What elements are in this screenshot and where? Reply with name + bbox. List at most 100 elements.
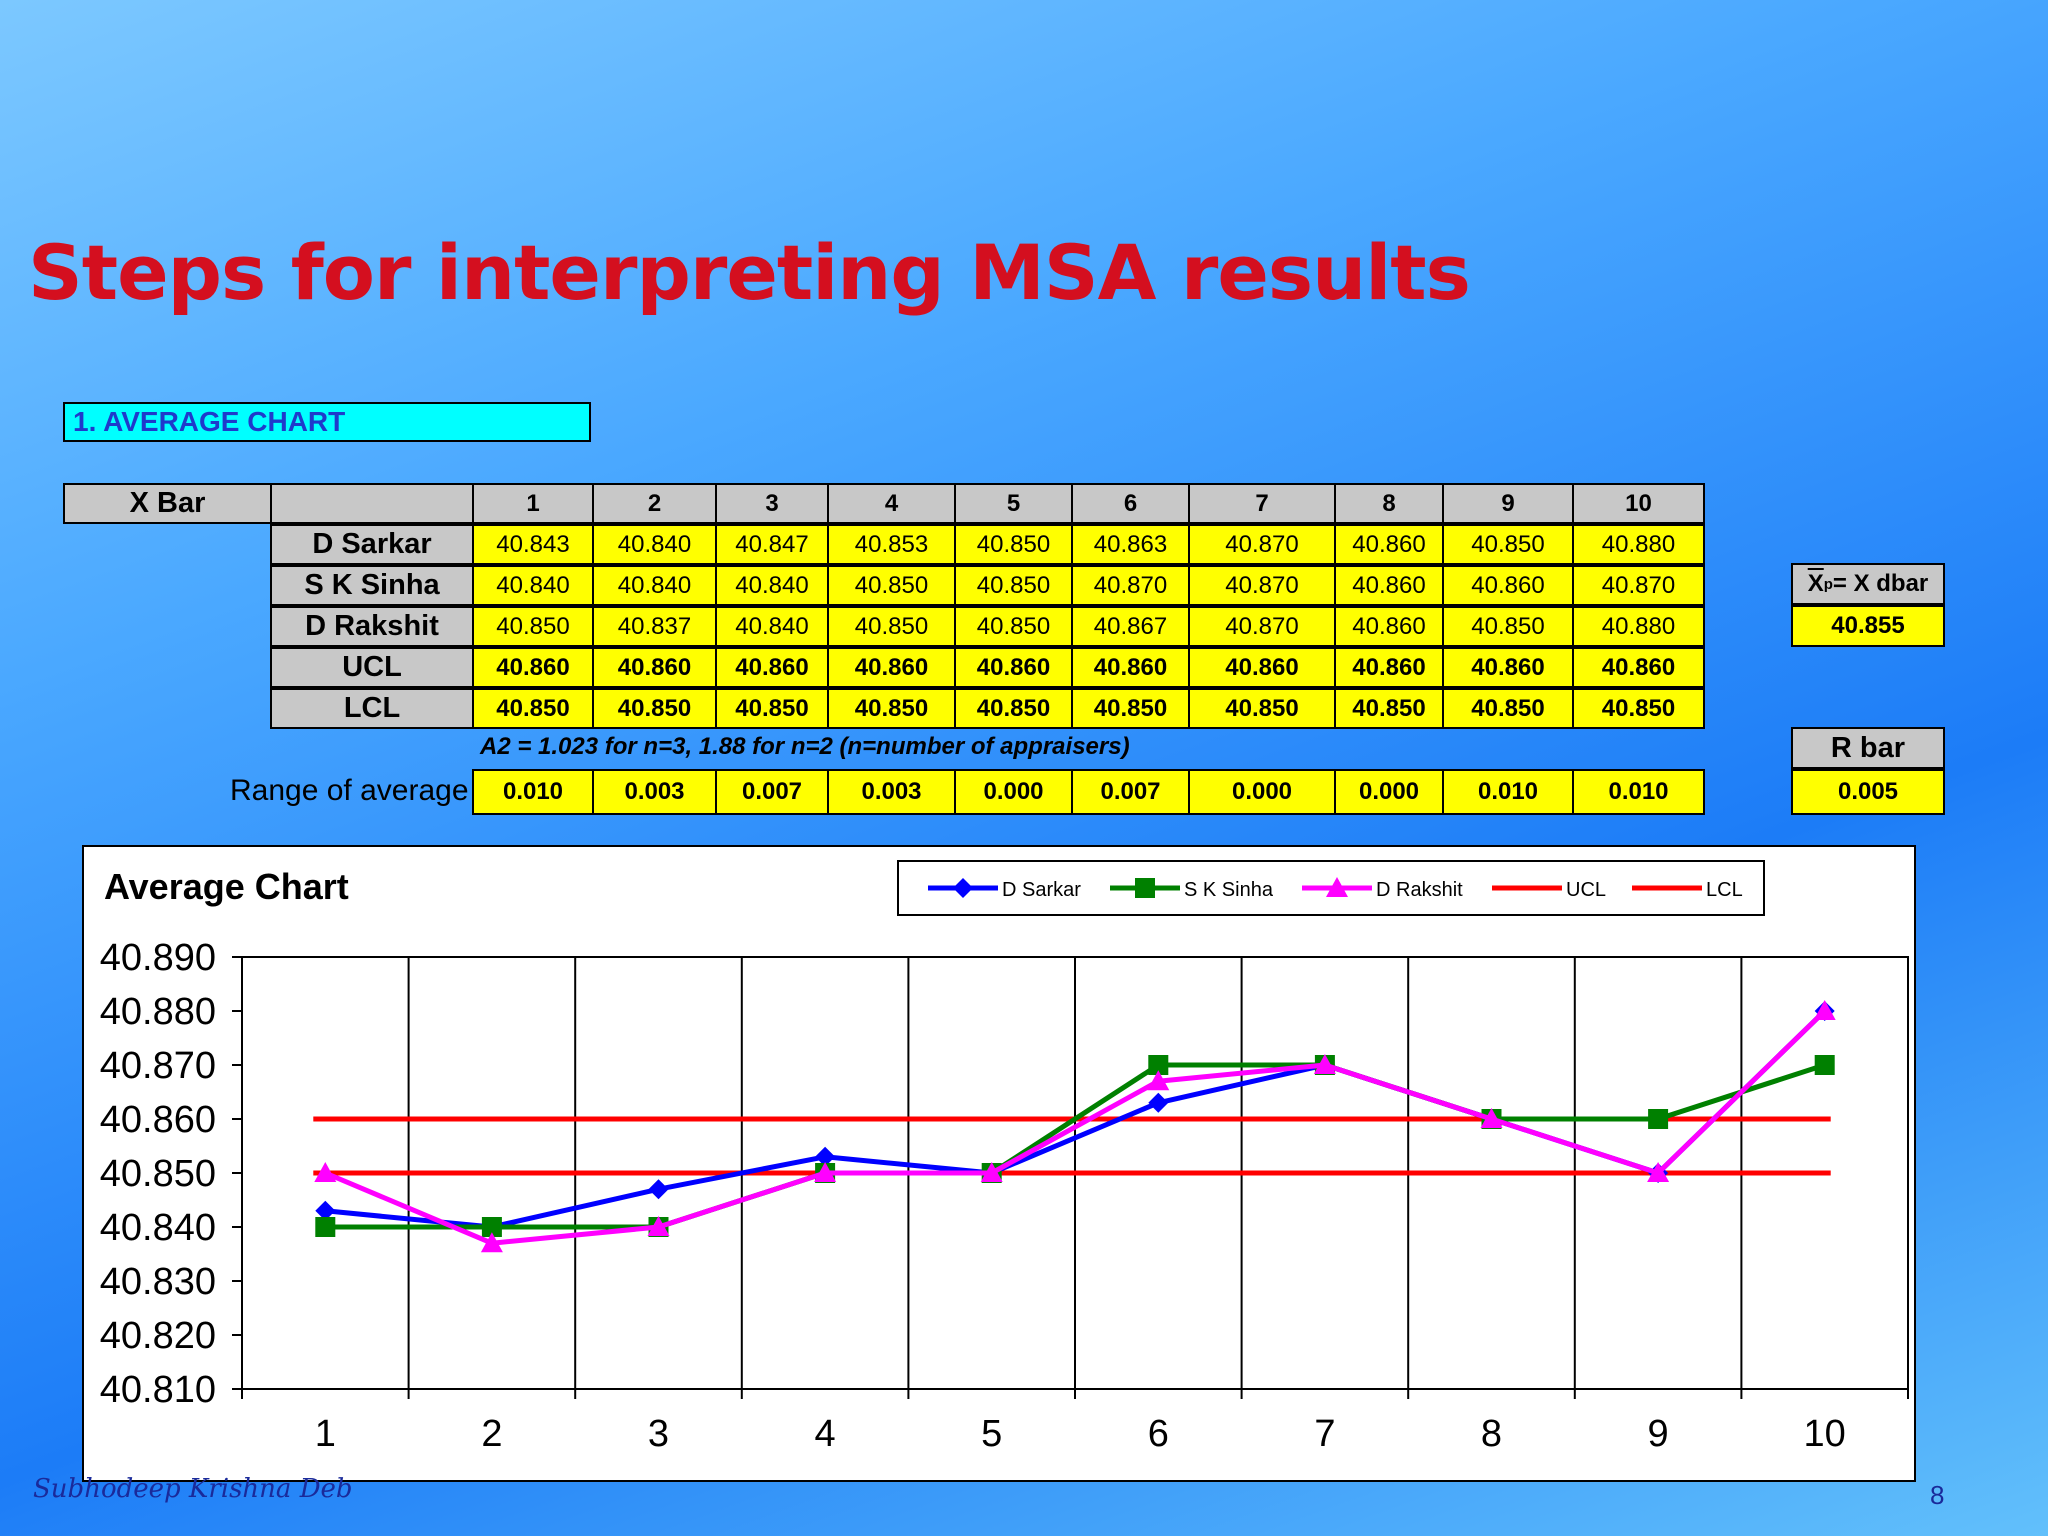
d-rakshit-point bbox=[1480, 1108, 1503, 1128]
header-blank-cell bbox=[270, 483, 474, 524]
d-rakshit-point bbox=[1313, 1054, 1336, 1074]
d-rakshit-point bbox=[647, 1216, 670, 1236]
a2-note: A2 = 1.023 for n=3, 1.88 for n=2 (n=numb… bbox=[480, 733, 1130, 760]
d-sarkar-point bbox=[815, 1146, 836, 1167]
range-cell: 0.000 bbox=[954, 769, 1073, 815]
x-tick-label: 8 bbox=[1481, 1413, 1502, 1455]
d-sarkar-point bbox=[1148, 1092, 1169, 1113]
table-cell: 40.847 bbox=[715, 524, 829, 565]
table-cell: 40.850 bbox=[827, 606, 956, 647]
s-k-sinha-line bbox=[325, 1062, 1826, 1230]
x-tick-label: 1 bbox=[315, 1413, 336, 1455]
table-cell: 40.850 bbox=[472, 606, 594, 647]
range-cell: 0.000 bbox=[1334, 769, 1444, 815]
xdbar-rest: = X dbar bbox=[1832, 570, 1929, 597]
table-cell: 40.850 bbox=[1572, 688, 1705, 729]
s-k-sinha-point bbox=[315, 1217, 336, 1237]
table-cell: 40.860 bbox=[1334, 606, 1444, 647]
d-rakshit-point bbox=[1147, 1070, 1170, 1091]
table-cell: 40.843 bbox=[472, 524, 594, 565]
range-cell: 0.000 bbox=[1188, 769, 1336, 815]
table-cell: 40.860 bbox=[1188, 647, 1336, 688]
table-cell: 40.850 bbox=[954, 565, 1073, 606]
table-cell: 40.860 bbox=[1442, 647, 1574, 688]
d-rakshit-point bbox=[1813, 1000, 1836, 1020]
legend-label: D Rakshit bbox=[1376, 879, 1463, 901]
x-tick-label: 2 bbox=[481, 1413, 502, 1455]
x-tick-label: 10 bbox=[1804, 1413, 1846, 1455]
table-cell: 40.840 bbox=[715, 565, 829, 606]
table-cell: 40.850 bbox=[1442, 688, 1574, 729]
table-cell: 40.850 bbox=[715, 688, 829, 729]
legend-label: LCL bbox=[1706, 879, 1743, 901]
table-cell: 40.850 bbox=[1071, 688, 1190, 729]
table-cell: 40.850 bbox=[827, 565, 956, 606]
d-rakshit-point bbox=[814, 1162, 837, 1182]
row-label: S K Sinha bbox=[270, 565, 474, 606]
rbar-label: R bar bbox=[1791, 727, 1945, 769]
chart-title: Average Chart bbox=[104, 866, 349, 907]
s-k-sinha-point bbox=[1814, 1055, 1835, 1075]
xdbar-value: 40.855 bbox=[1791, 605, 1945, 647]
table-cell: 40.860 bbox=[592, 647, 717, 688]
table-cell: 40.837 bbox=[592, 606, 717, 647]
y-tick-label: 40.850 bbox=[100, 1153, 216, 1195]
table-cell: 40.860 bbox=[715, 647, 829, 688]
table-cell: 40.860 bbox=[954, 647, 1073, 688]
column-header: 7 bbox=[1188, 483, 1336, 524]
range-cell: 0.003 bbox=[827, 769, 956, 815]
x-tick-label: 5 bbox=[981, 1413, 1002, 1455]
range-cell: 0.007 bbox=[715, 769, 829, 815]
table-cell: 40.850 bbox=[954, 688, 1073, 729]
d-sarkar-point bbox=[315, 1200, 336, 1221]
legend-marker bbox=[1326, 877, 1348, 897]
column-header: 6 bbox=[1071, 483, 1190, 524]
table-cell: 40.863 bbox=[1071, 524, 1190, 565]
x-tick-label: 7 bbox=[1314, 1413, 1335, 1455]
rbar-value: 0.005 bbox=[1791, 769, 1945, 815]
d-rakshit-point bbox=[1647, 1162, 1670, 1182]
table-cell: 40.850 bbox=[1442, 524, 1574, 565]
s-k-sinha-point bbox=[1648, 1109, 1669, 1129]
xdbar-x: X bbox=[1807, 570, 1824, 597]
xbar-corner-label: X Bar bbox=[63, 483, 272, 524]
y-tick-label: 40.810 bbox=[100, 1369, 216, 1411]
column-header: 1 bbox=[472, 483, 594, 524]
d-sarkar-point bbox=[648, 1179, 669, 1200]
legend-label: S K Sinha bbox=[1184, 879, 1274, 901]
column-header: 3 bbox=[715, 483, 829, 524]
y-tick-label: 40.820 bbox=[100, 1315, 216, 1357]
column-header: 8 bbox=[1334, 483, 1444, 524]
y-tick-label: 40.830 bbox=[100, 1261, 216, 1303]
d-rakshit-line bbox=[324, 1009, 1827, 1246]
s-k-sinha-point bbox=[1148, 1055, 1169, 1075]
table-cell: 40.880 bbox=[1572, 524, 1705, 565]
d-rakshit-point bbox=[980, 1162, 1003, 1182]
d-rakshit-point bbox=[314, 1162, 337, 1182]
d-rakshit-point bbox=[480, 1232, 503, 1253]
table-cell: 40.870 bbox=[1188, 565, 1336, 606]
table-cell: 40.853 bbox=[827, 524, 956, 565]
y-tick-label: 40.890 bbox=[100, 937, 216, 979]
range-of-average-label: Range of average bbox=[230, 774, 469, 807]
column-header: 9 bbox=[1442, 483, 1574, 524]
table-cell: 40.840 bbox=[592, 524, 717, 565]
table-cell: 40.870 bbox=[1188, 524, 1336, 565]
row-label: UCL bbox=[270, 647, 474, 688]
average-chart-panel: Average Chart 1 2 3 4 5 6 7 8 9 10 40.890 40.880 40.8… bbox=[82, 845, 1916, 1482]
table-cell: 40.850 bbox=[954, 606, 1073, 647]
table-cell: 40.850 bbox=[472, 688, 594, 729]
table-cell: 40.860 bbox=[1334, 524, 1444, 565]
column-header: 4 bbox=[827, 483, 956, 524]
table-cell: 40.867 bbox=[1071, 606, 1190, 647]
column-header: 10 bbox=[1572, 483, 1705, 524]
y-tick-label: 40.860 bbox=[100, 1099, 216, 1141]
column-header: 2 bbox=[592, 483, 717, 524]
page-number: 8 bbox=[1930, 1480, 1945, 1510]
average-chart: Average Chart 1 2 3 4 5 6 7 8 9 10 40.890 40.880 40.8… bbox=[100, 860, 1909, 1455]
table-cell: 40.850 bbox=[954, 524, 1073, 565]
table-cell: 40.870 bbox=[1572, 565, 1705, 606]
section-label: 1. AVERAGE CHART bbox=[63, 402, 591, 442]
page-title: Steps for interpreting MSA results bbox=[28, 228, 1471, 317]
